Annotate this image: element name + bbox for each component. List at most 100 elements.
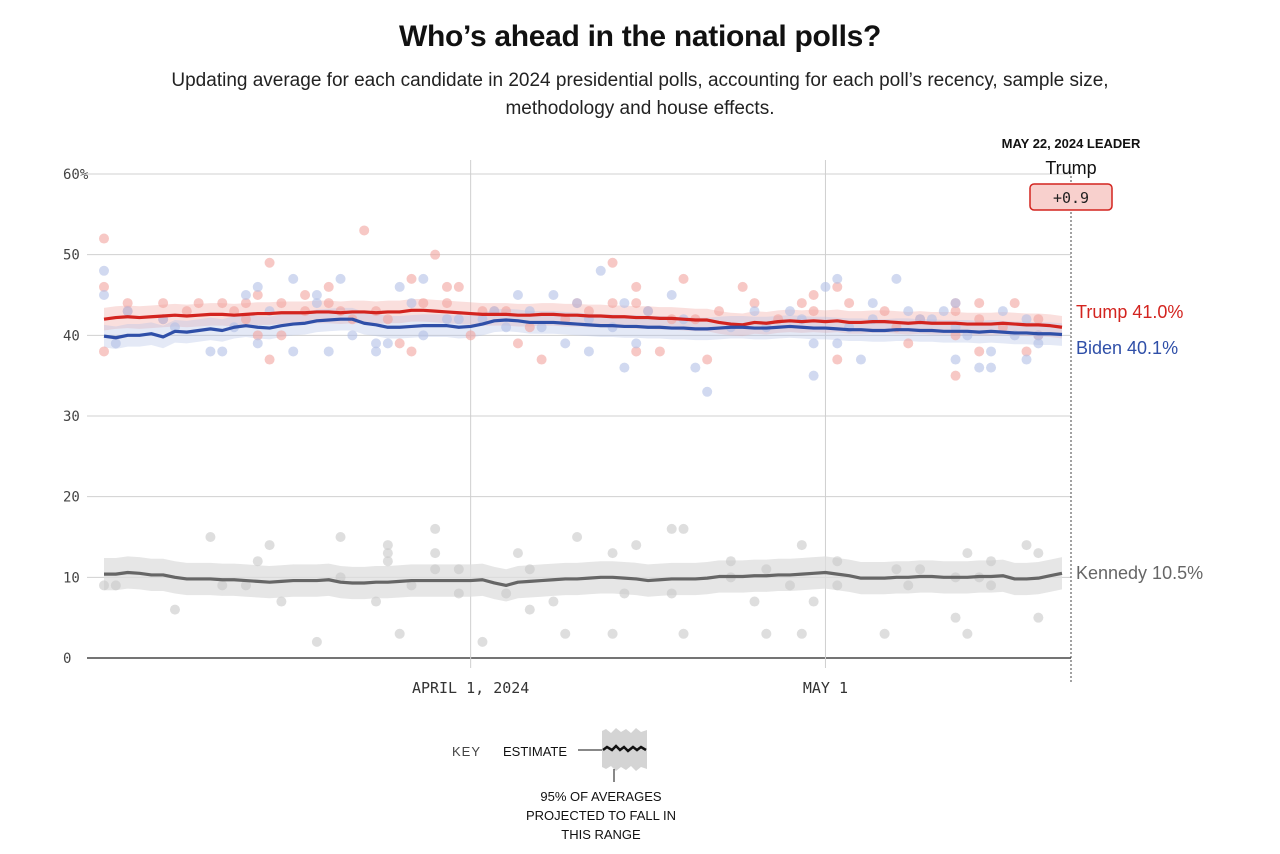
trump-poll-dot: [264, 257, 275, 268]
biden-poll-dot: [986, 362, 997, 373]
biden-poll-dot: [99, 290, 109, 300]
biden-poll-dot: [595, 265, 606, 276]
kennedy-poll-dot: [252, 556, 263, 567]
kennedy-poll-dot: [311, 636, 322, 647]
x-tick-label: MAY 1: [803, 679, 848, 697]
biden-poll-dot: [619, 362, 630, 373]
biden-average-line: [103, 317, 1063, 340]
kennedy-poll-dot: [394, 628, 405, 639]
trump-poll-dot: [512, 338, 523, 349]
key-label: KEY: [452, 744, 481, 759]
y-tick-label: 0: [63, 651, 71, 667]
biden-poll-dot: [997, 306, 1008, 317]
key-range-sample: [602, 728, 647, 771]
trump-poll-dot: [359, 225, 370, 236]
trump-poll-dot: [631, 281, 642, 292]
biden-poll-dot: [382, 338, 393, 349]
kennedy-poll-dot: [986, 556, 997, 567]
biden-poll-dot: [986, 346, 997, 357]
kennedy-poll-dot: [477, 636, 488, 647]
kennedy-poll-dot: [678, 523, 689, 534]
trump-poll-dot: [264, 354, 275, 365]
biden-poll-dot: [205, 346, 216, 357]
biden-poll-dot: [820, 281, 831, 292]
biden-poll-dot: [418, 330, 429, 341]
biden-poll-dot: [169, 322, 180, 333]
trump-poll-dot: [158, 298, 169, 309]
biden-poll-dot: [548, 290, 559, 300]
kennedy-poll-dot: [453, 564, 464, 575]
kennedy-poll-dot: [1033, 548, 1044, 559]
y-tick-label: 10: [63, 570, 80, 586]
biden-end-label: Biden 40.1%: [1076, 338, 1178, 358]
kennedy-poll-dot: [1021, 540, 1032, 551]
kennedy-end-label: Kennedy 10.5%: [1076, 563, 1203, 583]
y-tick-label: 30: [63, 409, 80, 425]
biden-poll-dot: [311, 290, 322, 300]
biden-poll-dot: [371, 346, 382, 357]
biden-poll-dot: [867, 298, 878, 309]
trump-poll-dot: [217, 298, 228, 309]
y-tick-label: 60%: [63, 167, 89, 183]
trump-poll-dot: [950, 370, 961, 381]
kennedy-poll-dot: [725, 556, 736, 567]
legend-key: KEY ESTIMATE 95% OF AVERAGES PROJECTED T…: [452, 728, 676, 842]
trump-poll-dot: [536, 354, 547, 365]
gridlines: 0 10 20 30 40 50 60% APRIL 1, 2024 MAY 1: [63, 160, 1072, 697]
biden-poll-dot: [418, 273, 429, 284]
biden-poll-dot: [453, 314, 464, 325]
biden-poll-dot: [110, 338, 121, 349]
kennedy-poll-dot: [169, 604, 180, 615]
biden-poll-dot: [99, 265, 109, 276]
trump-poll-dot: [654, 346, 665, 357]
trump-poll-dot: [808, 290, 819, 300]
kennedy-poll-dot: [1033, 612, 1044, 623]
trump-poll-dot: [441, 298, 452, 309]
trump-poll-dot: [974, 346, 985, 357]
trump-poll-dot: [394, 338, 405, 349]
trump-poll-dot: [276, 298, 287, 309]
biden-poll-dot: [583, 346, 594, 357]
biden-poll-dot: [950, 354, 961, 365]
trump-poll-dot: [808, 306, 819, 317]
kennedy-poll-dot: [619, 588, 630, 599]
trump-poll-dot: [453, 281, 464, 292]
trump-poll-dot: [950, 306, 961, 317]
biden-poll-dot: [666, 290, 677, 300]
kennedy-poll-dot: [430, 564, 441, 575]
trump-poll-dot: [714, 306, 725, 317]
kennedy-poll-dot: [879, 628, 890, 639]
biden-poll-dot: [252, 338, 263, 349]
biden-poll-dot: [572, 298, 583, 309]
kennedy-poll-dot: [572, 532, 583, 542]
key-range-line1: 95% OF AVERAGES: [540, 789, 661, 804]
trump-poll-dot: [832, 281, 843, 292]
kennedy-poll-dot: [430, 523, 441, 534]
kennedy-poll-dot: [371, 596, 382, 607]
biden-poll-dot: [311, 298, 322, 309]
biden-poll-dot: [938, 306, 949, 317]
trump-poll-dot: [749, 298, 760, 309]
key-estimate-label: ESTIMATE: [503, 744, 567, 759]
kennedy-poll-dot: [240, 580, 251, 591]
trump-poll-dot: [99, 346, 109, 357]
trump-poll-dot: [441, 281, 452, 292]
biden-poll-dot: [832, 273, 843, 284]
biden-poll-dot: [122, 306, 133, 317]
trump-poll-dot: [702, 354, 713, 365]
kennedy-poll-dot: [891, 564, 902, 575]
chart-subtitle: Updating average for each candidate in 2…: [171, 70, 1109, 119]
biden-poll-dot: [903, 306, 914, 317]
biden-poll-dot: [1033, 338, 1044, 349]
biden-poll-dot: [217, 346, 228, 357]
trump-poll-dot: [252, 290, 263, 300]
trump-poll-dot: [406, 346, 417, 357]
kennedy-poll-dot: [335, 532, 346, 542]
biden-poll-dot: [347, 330, 358, 341]
kennedy-poll-dot: [512, 548, 523, 559]
chart-title: Who’s ahead in the national polls?: [398, 20, 882, 53]
kennedy-poll-dot: [501, 588, 512, 599]
biden-poll-dot: [974, 362, 985, 373]
trump-poll-dot: [832, 354, 843, 365]
y-tick-label: 40: [63, 328, 80, 344]
